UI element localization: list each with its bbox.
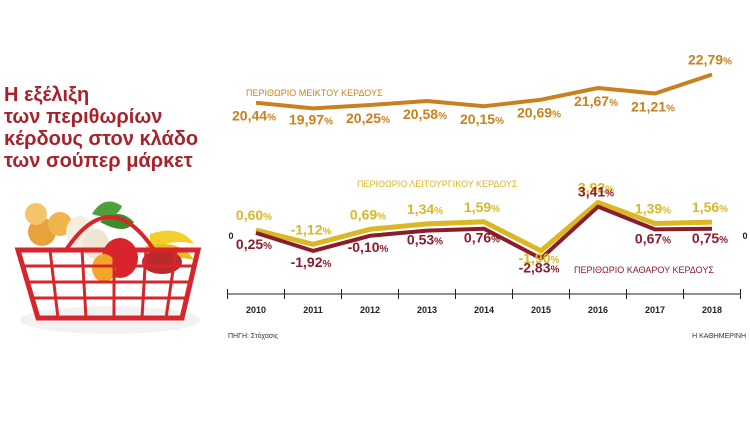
data-label-operating: 3,92%	[578, 180, 614, 196]
x-tick-label: 2015	[531, 305, 551, 315]
data-label-operating: -1,90%	[519, 250, 560, 266]
series-lines	[255, 72, 713, 261]
data-label-operating: 0,60%	[236, 207, 272, 223]
x-tick-label: 2010	[246, 305, 266, 315]
data-label-gross: 22,79%	[688, 52, 732, 68]
data-label-net: 0,25%	[236, 236, 272, 252]
data-label-net: -2,83%	[519, 260, 560, 276]
x-axis-ticks: 2010 2011 2012 2013 2014 2015 2016 2017 2018	[227, 289, 741, 315]
data-label-gross: 21,67%	[574, 93, 618, 109]
x-tick-label: 2017	[645, 305, 665, 315]
value-labels: 20,44% 19,97% 20,25% 20,58% 20,15% 20,69% 21,6…	[232, 52, 732, 276]
x-tick-label: 2016	[588, 305, 608, 315]
headline: Η εξέλιξη των περιθωρίων κέρδους στον κλ…	[4, 84, 204, 172]
data-label-net: 0,76%	[464, 230, 500, 246]
data-label-net: 0,67%	[635, 230, 671, 246]
data-label-gross: 21,21%	[631, 99, 675, 115]
data-label-operating: 0,69%	[350, 206, 386, 222]
data-label-operating: 1,39%	[635, 201, 671, 217]
shopping-basket-icon	[14, 201, 202, 334]
data-label-operating: 1,34%	[407, 201, 443, 217]
source-note: ΠΗΓΗ: Στόχασις	[228, 332, 279, 340]
data-label-net: 0,53%	[407, 232, 443, 248]
series-line-net	[255, 204, 713, 261]
credit-note: Η ΚΑΘΗΜΕΡΙΝΗ	[692, 333, 746, 340]
headline-line: κέρδους στον κλάδο	[4, 128, 199, 150]
zero-label-right: 0	[742, 231, 747, 241]
data-label-net: -1,92%	[291, 254, 332, 270]
series-name-gross: ΠΕΡΙΘΩΡΙΟ ΜΕΙΚΤΟΥ ΚΕΡΔΟΥΣ	[246, 88, 383, 98]
headline-line: των σούπερ μάρκετ	[4, 150, 193, 172]
data-label-net: 3,41%	[578, 184, 614, 200]
series-name-operating: ΠΕΡΙΘΩΡΙΟ ΛΕΙΤΟΥΡΓΙΚΟΥ ΚΕΡΔΟΥΣ	[357, 179, 518, 189]
x-tick-label: 2011	[303, 305, 323, 315]
data-label-gross: 20,58%	[403, 106, 447, 122]
data-label-net: -0,10%	[348, 239, 389, 255]
data-label-operating: 1,59%	[464, 199, 500, 215]
x-tick-label: 2013	[417, 305, 437, 315]
zero-label-left: 0	[228, 231, 233, 241]
data-label-gross: 20,69%	[517, 105, 561, 121]
series-line-gross	[255, 72, 713, 111]
data-label-gross: 20,25%	[346, 110, 390, 126]
data-label-gross: 20,15%	[460, 111, 504, 127]
data-label-net: 0,75%	[692, 230, 728, 246]
headline-line: των περιθωρίων	[4, 106, 163, 128]
series-name-net: ΠΕΡΙΘΩΡΙΟ ΚΑΘΑΡΟΥ ΚΕΡΔΟΥΣ	[574, 265, 714, 275]
x-tick-label: 2012	[360, 305, 380, 315]
data-label-gross: 20,44%	[232, 108, 276, 124]
data-label-gross: 19,97%	[289, 111, 333, 127]
x-tick-label: 2014	[474, 305, 494, 315]
x-tick-label: 2018	[702, 305, 722, 315]
data-label-operating: -1,12%	[291, 221, 332, 237]
headline-line: Η εξέλιξη	[4, 84, 90, 106]
data-label-operating: 1,56%	[692, 199, 728, 215]
series-line-operating	[255, 200, 713, 254]
